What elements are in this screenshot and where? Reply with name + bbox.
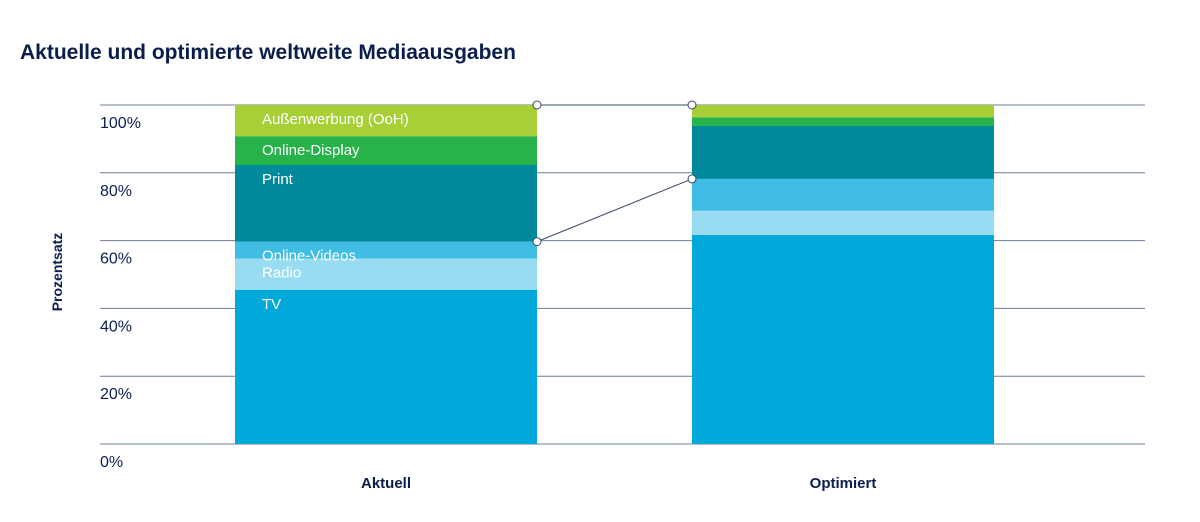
- y-tick-label: 60%: [100, 251, 132, 268]
- segment-label: Online-Videos: [262, 248, 356, 265]
- x-category-label: Aktuell: [361, 475, 411, 492]
- connector-lines: [532, 100, 697, 247]
- connector-point: [687, 174, 697, 184]
- bar-segment: [235, 105, 537, 137]
- connector-point: [532, 237, 542, 247]
- y-axis-label: Prozentsatz: [49, 233, 65, 312]
- bar-segment: [692, 126, 994, 179]
- segment-label: Radio: [262, 265, 301, 282]
- bar-segment: [235, 165, 537, 242]
- y-tick-label: 80%: [100, 183, 132, 200]
- x-category-labels: Aktuell Optimiert: [361, 475, 876, 492]
- bar-segment: [692, 178, 994, 211]
- y-tick-label: 0%: [100, 454, 123, 471]
- y-tick-labels: 0% 20% 40% 60% 80% 100%: [100, 115, 141, 471]
- segment-label: Online-Display: [262, 142, 360, 159]
- segment-label: TV: [262, 296, 281, 313]
- bars: [235, 105, 994, 444]
- segment-label: Print: [262, 171, 294, 188]
- segment-label: Außenwerbung (OoH): [262, 111, 409, 128]
- bar-segment: [235, 289, 537, 444]
- bar-segment: [692, 234, 994, 444]
- bar-segment: [692, 105, 994, 118]
- bar-segment: [235, 136, 537, 166]
- y-tick-label: 100%: [100, 115, 141, 132]
- bar-segment: [692, 117, 994, 127]
- bar-segment: [235, 241, 537, 259]
- y-tick-label: 20%: [100, 386, 132, 403]
- y-tick-label: 40%: [100, 318, 132, 335]
- connector-line: [536, 178, 693, 243]
- bar-segment: [692, 210, 994, 235]
- x-category-label: Optimiert: [810, 475, 877, 492]
- chart-title: Aktuelle und optimierte weltweite Mediaa…: [20, 41, 516, 64]
- bar-segment: [235, 258, 537, 290]
- connector-point: [532, 100, 542, 110]
- connector-point: [687, 100, 697, 110]
